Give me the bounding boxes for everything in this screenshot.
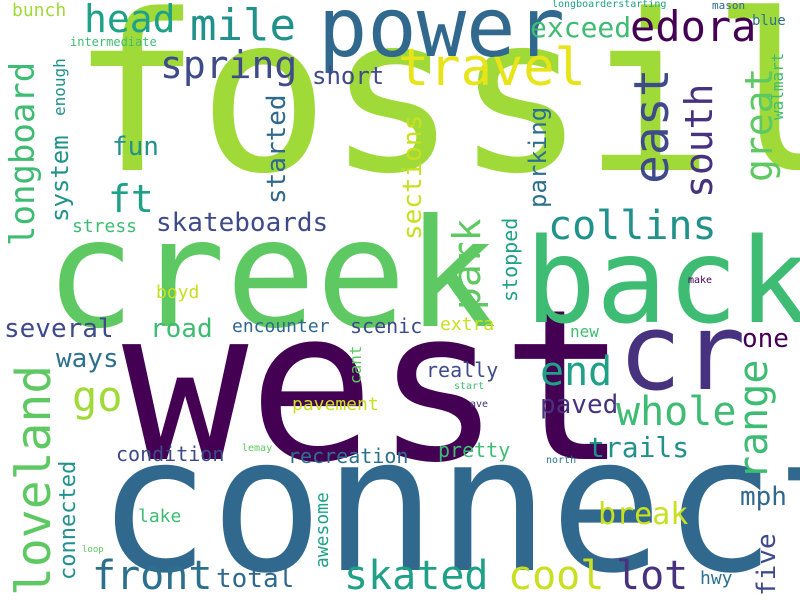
word-system: system xyxy=(46,135,74,222)
word-front: front xyxy=(92,553,213,599)
word-skated: skated xyxy=(344,553,489,599)
word-lemay: lemay xyxy=(242,443,273,454)
word-ave: ave xyxy=(470,399,489,410)
word-loop: loop xyxy=(82,545,104,555)
word-road: road xyxy=(150,314,213,344)
word-ways: ways xyxy=(56,344,119,374)
word-sections: sections xyxy=(398,114,428,240)
word-encounter: encounter xyxy=(232,316,330,337)
word-recreation: recreation xyxy=(288,444,409,468)
word-connect: connect xyxy=(97,396,800,600)
word-fossil: fossil xyxy=(70,0,800,222)
word-travel: travel xyxy=(398,38,586,98)
word-started: started xyxy=(262,94,292,204)
word-cant: cant xyxy=(346,345,365,384)
word-mph: mph xyxy=(740,482,787,512)
word-park: park xyxy=(445,218,489,310)
word-power: power xyxy=(318,0,565,76)
word-cr: cr xyxy=(618,291,746,414)
word-new: new xyxy=(570,322,599,341)
word-longboard: longboard xyxy=(3,61,43,246)
word-spring: spring xyxy=(160,43,298,87)
word-collins: collins xyxy=(548,203,717,249)
word-whole: whole xyxy=(616,389,737,435)
word-fun: fun xyxy=(112,132,159,162)
word-connected: connected xyxy=(56,460,81,580)
word-hwy: hwy xyxy=(700,568,733,589)
word-cool: cool xyxy=(508,553,605,599)
word-bunch: bunch xyxy=(12,0,67,21)
word-stopped: stopped xyxy=(498,217,522,302)
word-make: make xyxy=(688,275,713,286)
word-parking: parking xyxy=(524,106,552,208)
word-lot: lot xyxy=(616,553,689,599)
word-head: head xyxy=(84,0,176,41)
word-start: start xyxy=(454,381,485,392)
word-stress: stress xyxy=(72,216,138,237)
word-go: go xyxy=(72,372,123,421)
word-skateboards: skateboards xyxy=(156,208,329,238)
word-awesome: awesome xyxy=(312,492,333,568)
word-blue: blue xyxy=(752,13,786,29)
word-mile: mile xyxy=(190,0,296,51)
word-enough: enough xyxy=(50,58,69,116)
word-creek: creek xyxy=(45,188,497,362)
word-pretty: pretty xyxy=(438,438,511,462)
word-east: east xyxy=(624,68,680,184)
word-short: short xyxy=(312,62,385,90)
word-really: really xyxy=(426,358,499,382)
word-end: end xyxy=(540,349,613,395)
word-five: five xyxy=(752,533,782,596)
word-boyd: boyd xyxy=(156,282,200,303)
word-south: south xyxy=(677,83,721,198)
word-several: several xyxy=(4,314,114,344)
word-edora: edora xyxy=(630,2,757,51)
word-pavement: pavement xyxy=(292,394,379,415)
word-ft: ft xyxy=(108,177,154,221)
word-trails: trails xyxy=(588,431,690,464)
word-condition: condition xyxy=(116,442,225,466)
word-west: west xyxy=(122,264,628,509)
word-mason: mason xyxy=(712,0,746,12)
word-paved: paved xyxy=(540,390,619,420)
word-exceed: exceed xyxy=(530,11,632,44)
word-range: range xyxy=(731,359,777,480)
word-extra: extra xyxy=(440,314,495,335)
word-loveland: loveland xyxy=(6,364,62,596)
word-break: break xyxy=(598,497,689,532)
word-total: total xyxy=(216,564,295,594)
word-back: back xyxy=(525,212,800,350)
word-walmart: walmart xyxy=(768,52,787,120)
word-scenic: scenic xyxy=(350,314,423,338)
word-longboarderstarting: longboarderstarting xyxy=(552,0,667,10)
word-one: one xyxy=(742,324,789,354)
word-lake: lake xyxy=(138,506,182,527)
word-north: north xyxy=(546,455,577,466)
word-intermediate: intermediate xyxy=(70,35,157,49)
